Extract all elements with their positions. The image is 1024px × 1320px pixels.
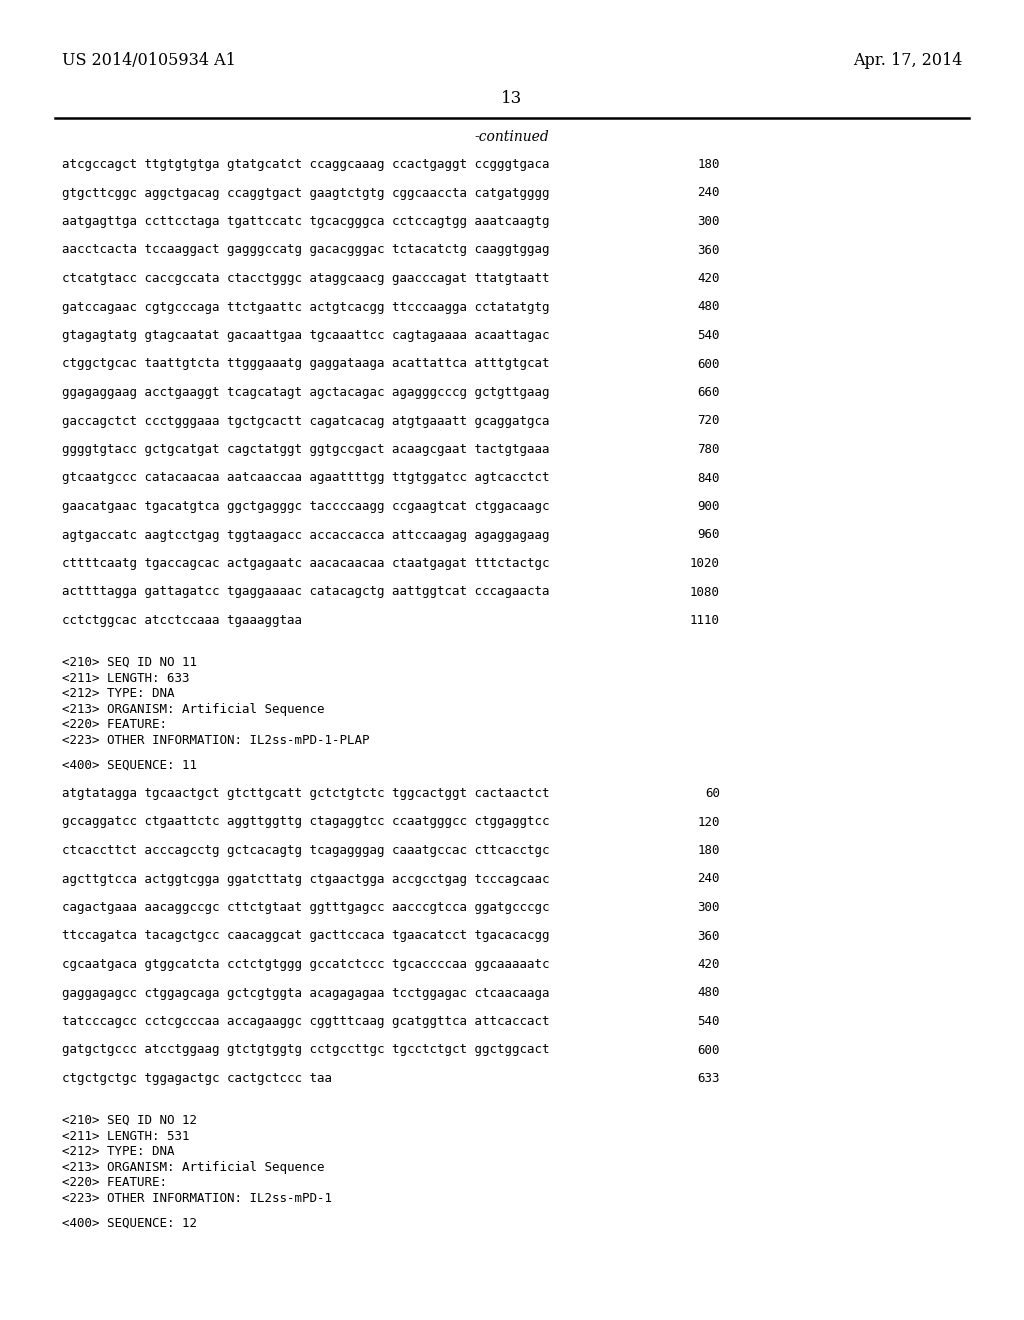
Text: <223> OTHER INFORMATION: IL2ss-mPD-1-PLAP: <223> OTHER INFORMATION: IL2ss-mPD-1-PLA… <box>62 734 370 747</box>
Text: 420: 420 <box>697 958 720 972</box>
Text: ggagaggaag acctgaaggt tcagcatagt agctacagac agagggcccg gctgttgaag: ggagaggaag acctgaaggt tcagcatagt agctaca… <box>62 385 550 399</box>
Text: 420: 420 <box>697 272 720 285</box>
Text: Apr. 17, 2014: Apr. 17, 2014 <box>853 51 962 69</box>
Text: 240: 240 <box>697 873 720 886</box>
Text: ctggctgcac taattgtcta ttgggaaatg gaggataaga acattattca atttgtgcat: ctggctgcac taattgtcta ttgggaaatg gaggata… <box>62 358 550 371</box>
Text: <220> FEATURE:: <220> FEATURE: <box>62 1176 167 1189</box>
Text: ctcaccttct acccagcctg gctcacagtg tcagagggag caaatgccac cttcacctgc: ctcaccttct acccagcctg gctcacagtg tcagagg… <box>62 843 550 857</box>
Text: 960: 960 <box>697 528 720 541</box>
Text: 480: 480 <box>697 301 720 314</box>
Text: cagactgaaa aacaggccgc cttctgtaat ggtttgagcc aacccgtcca ggatgcccgc: cagactgaaa aacaggccgc cttctgtaat ggtttga… <box>62 902 550 913</box>
Text: atcgccagct ttgtgtgtga gtatgcatct ccaggcaaag ccactgaggt ccgggtgaca: atcgccagct ttgtgtgtga gtatgcatct ccaggca… <box>62 158 550 172</box>
Text: tatcccagcc cctcgcccaa accagaaggc cggtttcaag gcatggttca attcaccact: tatcccagcc cctcgcccaa accagaaggc cggtttc… <box>62 1015 550 1028</box>
Text: cgcaatgaca gtggcatcta cctctgtggg gccatctccc tgcaccccaa ggcaaaaatc: cgcaatgaca gtggcatcta cctctgtggg gccatct… <box>62 958 550 972</box>
Text: gaggagagcc ctggagcaga gctcgtggta acagagagaa tcctggagac ctcaacaaga: gaggagagcc ctggagcaga gctcgtggta acagaga… <box>62 986 550 999</box>
Text: gatccagaac cgtgcccaga ttctgaattc actgtcacgg ttcccaagga cctatatgtg: gatccagaac cgtgcccaga ttctgaattc actgtca… <box>62 301 550 314</box>
Text: -continued: -continued <box>475 129 549 144</box>
Text: gaccagctct ccctgggaaa tgctgcactt cagatcacag atgtgaaatt gcaggatgca: gaccagctct ccctgggaaa tgctgcactt cagatca… <box>62 414 550 428</box>
Text: 13: 13 <box>502 90 522 107</box>
Text: <223> OTHER INFORMATION: IL2ss-mPD-1: <223> OTHER INFORMATION: IL2ss-mPD-1 <box>62 1192 332 1204</box>
Text: aatgagttga ccttcctaga tgattccatc tgcacgggca cctccagtgg aaatcaagtg: aatgagttga ccttcctaga tgattccatc tgcacgg… <box>62 215 550 228</box>
Text: <210> SEQ ID NO 11: <210> SEQ ID NO 11 <box>62 656 197 669</box>
Text: 840: 840 <box>697 471 720 484</box>
Text: 1080: 1080 <box>690 586 720 598</box>
Text: 540: 540 <box>697 329 720 342</box>
Text: <213> ORGANISM: Artificial Sequence: <213> ORGANISM: Artificial Sequence <box>62 702 325 715</box>
Text: 300: 300 <box>697 902 720 913</box>
Text: 480: 480 <box>697 986 720 999</box>
Text: 900: 900 <box>697 500 720 513</box>
Text: ctcatgtacc caccgccata ctacctgggc ataggcaacg gaacccagat ttatgtaatt: ctcatgtacc caccgccata ctacctgggc ataggca… <box>62 272 550 285</box>
Text: 120: 120 <box>697 816 720 829</box>
Text: 600: 600 <box>697 1044 720 1056</box>
Text: 660: 660 <box>697 385 720 399</box>
Text: 1020: 1020 <box>690 557 720 570</box>
Text: 360: 360 <box>697 243 720 256</box>
Text: ctgctgctgc tggagactgc cactgctccc taa: ctgctgctgc tggagactgc cactgctccc taa <box>62 1072 332 1085</box>
Text: ggggtgtacc gctgcatgat cagctatggt ggtgccgact acaagcgaat tactgtgaaa: ggggtgtacc gctgcatgat cagctatggt ggtgccg… <box>62 444 550 455</box>
Text: <212> TYPE: DNA: <212> TYPE: DNA <box>62 1144 174 1158</box>
Text: 180: 180 <box>697 843 720 857</box>
Text: <211> LENGTH: 531: <211> LENGTH: 531 <box>62 1130 189 1143</box>
Text: 780: 780 <box>697 444 720 455</box>
Text: 600: 600 <box>697 358 720 371</box>
Text: aacctcacta tccaaggact gagggccatg gacacgggac tctacatctg caaggtggag: aacctcacta tccaaggact gagggccatg gacacgg… <box>62 243 550 256</box>
Text: <212> TYPE: DNA: <212> TYPE: DNA <box>62 686 174 700</box>
Text: acttttagga gattagatcc tgaggaaaac catacagctg aattggtcat cccagaacta: acttttagga gattagatcc tgaggaaaac catacag… <box>62 586 550 598</box>
Text: gccaggatcc ctgaattctc aggttggttg ctagaggtcc ccaatgggcc ctggaggtcc: gccaggatcc ctgaattctc aggttggttg ctagagg… <box>62 816 550 829</box>
Text: <220> FEATURE:: <220> FEATURE: <box>62 718 167 731</box>
Text: <400> SEQUENCE: 11: <400> SEQUENCE: 11 <box>62 759 197 772</box>
Text: cttttcaatg tgaccagcac actgagaatc aacacaacaa ctaatgagat tttctactgc: cttttcaatg tgaccagcac actgagaatc aacacaa… <box>62 557 550 570</box>
Text: 540: 540 <box>697 1015 720 1028</box>
Text: 180: 180 <box>697 158 720 172</box>
Text: gtagagtatg gtagcaatat gacaattgaa tgcaaattcc cagtagaaaa acaattagac: gtagagtatg gtagcaatat gacaattgaa tgcaaat… <box>62 329 550 342</box>
Text: agcttgtcca actggtcgga ggatcttatg ctgaactgga accgcctgag tcccagcaac: agcttgtcca actggtcgga ggatcttatg ctgaact… <box>62 873 550 886</box>
Text: 1110: 1110 <box>690 614 720 627</box>
Text: <210> SEQ ID NO 12: <210> SEQ ID NO 12 <box>62 1114 197 1127</box>
Text: US 2014/0105934 A1: US 2014/0105934 A1 <box>62 51 236 69</box>
Text: 360: 360 <box>697 929 720 942</box>
Text: 240: 240 <box>697 186 720 199</box>
Text: cctctggcac atcctccaaa tgaaaggtaa: cctctggcac atcctccaaa tgaaaggtaa <box>62 614 302 627</box>
Text: 720: 720 <box>697 414 720 428</box>
Text: 300: 300 <box>697 215 720 228</box>
Text: gtcaatgccc catacaacaa aatcaaccaa agaattttgg ttgtggatcc agtcacctct: gtcaatgccc catacaacaa aatcaaccaa agaattt… <box>62 471 550 484</box>
Text: ttccagatca tacagctgcc caacaggcat gacttccaca tgaacatcct tgacacacgg: ttccagatca tacagctgcc caacaggcat gacttcc… <box>62 929 550 942</box>
Text: atgtatagga tgcaactgct gtcttgcatt gctctgtctc tggcactggt cactaactct: atgtatagga tgcaactgct gtcttgcatt gctctgt… <box>62 787 550 800</box>
Text: <400> SEQUENCE: 12: <400> SEQUENCE: 12 <box>62 1217 197 1230</box>
Text: 633: 633 <box>697 1072 720 1085</box>
Text: gtgcttcggc aggctgacag ccaggtgact gaagtctgtg cggcaaccta catgatgggg: gtgcttcggc aggctgacag ccaggtgact gaagtct… <box>62 186 550 199</box>
Text: 60: 60 <box>705 787 720 800</box>
Text: gaacatgaac tgacatgtca ggctgagggc taccccaagg ccgaagtcat ctggacaagc: gaacatgaac tgacatgtca ggctgagggc tacccca… <box>62 500 550 513</box>
Text: <211> LENGTH: 633: <211> LENGTH: 633 <box>62 672 189 685</box>
Text: <213> ORGANISM: Artificial Sequence: <213> ORGANISM: Artificial Sequence <box>62 1160 325 1173</box>
Text: gatgctgccc atcctggaag gtctgtggtg cctgccttgc tgcctctgct ggctggcact: gatgctgccc atcctggaag gtctgtggtg cctgcct… <box>62 1044 550 1056</box>
Text: agtgaccatc aagtcctgag tggtaagacc accaccacca attccaagag agaggagaag: agtgaccatc aagtcctgag tggtaagacc accacca… <box>62 528 550 541</box>
